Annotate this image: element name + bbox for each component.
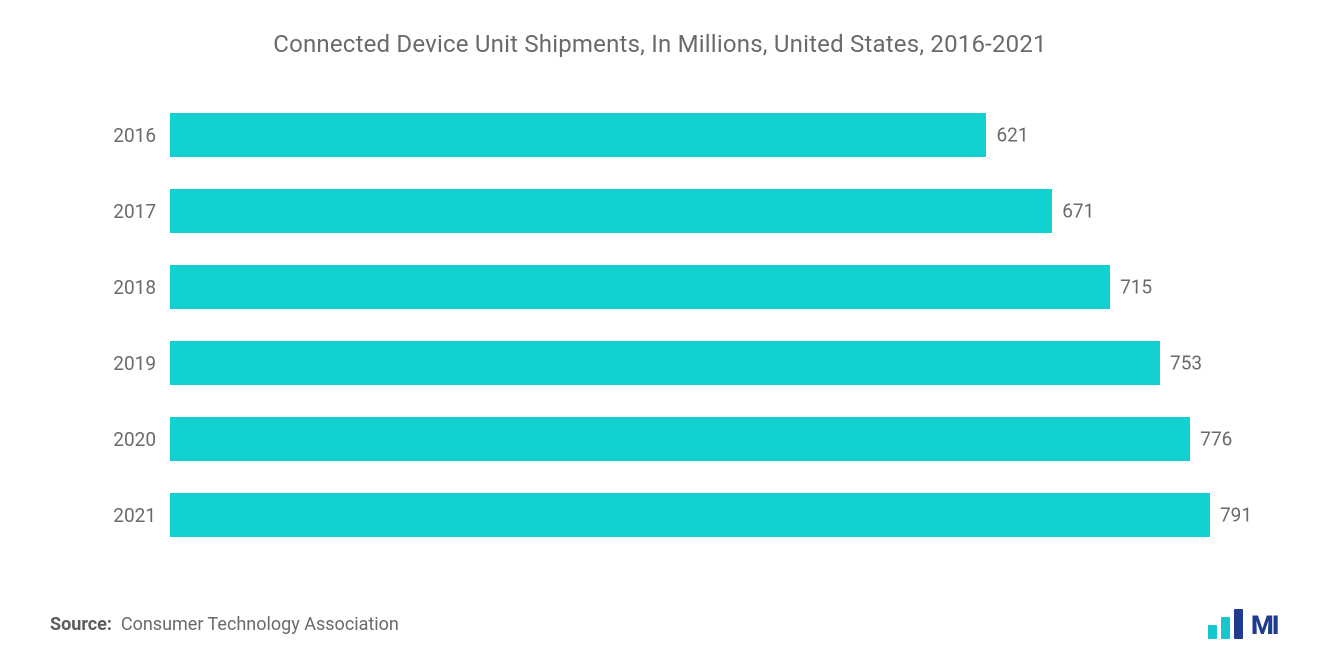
bar-value-label: 671 (1052, 200, 1094, 223)
logo-bar-icon (1208, 625, 1217, 639)
bars-area: 2016621201767120187152019753202077620217… (50, 113, 1270, 537)
bar-category-label: 2020 (110, 428, 170, 451)
chart-container: Connected Device Unit Shipments, In Mill… (0, 0, 1320, 665)
bar-row: 2021791 (110, 493, 1210, 537)
bar-category-label: 2021 (110, 504, 170, 527)
bar-row: 2016621 (110, 113, 1210, 157)
bar-track: 791 (170, 493, 1210, 537)
bar-category-label: 2018 (110, 276, 170, 299)
bar-value-label: 753 (1160, 352, 1202, 375)
logo-bar-icon (1221, 617, 1230, 639)
source-label: Source: (50, 614, 112, 635)
bar-fill: 776 (170, 417, 1190, 461)
logo-bar-icon (1234, 609, 1243, 639)
bar-row: 2017671 (110, 189, 1210, 233)
bar-track: 621 (170, 113, 1210, 157)
bar-fill: 715 (170, 265, 1110, 309)
source-line: Source: Consumer Technology Association (50, 614, 399, 635)
bar-row: 2020776 (110, 417, 1210, 461)
bar-fill: 791 (170, 493, 1210, 537)
bar-fill: 671 (170, 189, 1052, 233)
bar-value-label: 791 (1210, 504, 1252, 527)
bar-fill: 753 (170, 341, 1160, 385)
bar-category-label: 2016 (110, 124, 170, 147)
bar-category-label: 2017 (110, 200, 170, 223)
source-value: Consumer Technology Association (121, 614, 399, 635)
bar-track: 776 (170, 417, 1210, 461)
bar-track: 671 (170, 189, 1210, 233)
brand-logo: MI (1208, 603, 1278, 639)
bar-category-label: 2019 (110, 352, 170, 375)
bar-value-label: 776 (1190, 428, 1232, 451)
bar-value-label: 621 (986, 124, 1028, 147)
chart-title: Connected Device Unit Shipments, In Mill… (50, 30, 1270, 58)
logo-text: MI (1251, 613, 1278, 639)
bar-fill: 621 (170, 113, 986, 157)
bar-row: 2019753 (110, 341, 1210, 385)
bar-row: 2018715 (110, 265, 1210, 309)
bar-track: 753 (170, 341, 1210, 385)
bar-value-label: 715 (1110, 276, 1152, 299)
bar-track: 715 (170, 265, 1210, 309)
